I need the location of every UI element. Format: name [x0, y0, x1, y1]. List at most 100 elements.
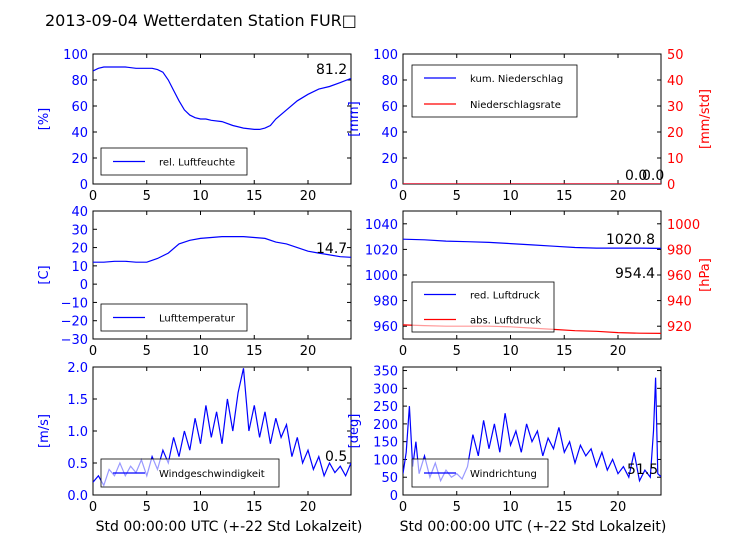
legend-label: Windrichtung	[470, 469, 537, 480]
y-tick-label: 60	[381, 100, 398, 115]
value-annotation: 14.7	[316, 241, 347, 257]
y-right-tick-label: 20	[667, 126, 684, 141]
y-tick-label: 20	[71, 242, 88, 257]
value-annotation: 51.5	[627, 462, 658, 478]
y-tick-label: 1020	[365, 243, 398, 258]
y-tick-label: 80	[71, 74, 88, 89]
x-axis-label-left: Std 00:00:00 UTC (+-22 Std Lokalzeit)	[96, 519, 363, 535]
y-tick-label: 100	[63, 48, 88, 63]
legend-box	[411, 64, 578, 118]
y-tick-label: 50	[381, 471, 398, 486]
y-tick-label: 0	[80, 178, 88, 193]
figure-title: 2013-09-04 Wetterdaten Station FUR□	[45, 11, 357, 30]
legend: Windgeschwindigkeit	[100, 458, 280, 488]
legend-box	[411, 281, 555, 333]
x-tick-label: 20	[300, 500, 317, 515]
x-tick-label: 20	[610, 189, 627, 204]
x-tick-label: 5	[453, 500, 461, 515]
y-tick-label: 80	[381, 74, 398, 89]
y-tick-label: 30	[71, 223, 88, 238]
x-tick-label: 10	[502, 500, 519, 515]
legend: red. Luftdruck abs. Luftdruck	[411, 281, 555, 333]
value-annotation: 81.2	[316, 62, 347, 78]
x-tick-label: 5	[143, 189, 151, 204]
chart-panel-2: 0 5 10 15 20 0 20 40 60 80 100 0 10 20 30 40 50 [mm] [mm/s…	[347, 48, 713, 204]
chart-panel-6: 0 5 10 15 20050100150200250300350[deg]Windri…	[347, 365, 662, 515]
y-tick-label: 100	[373, 453, 398, 468]
legend-box	[100, 147, 248, 176]
y-right-tick-label: 1000	[667, 218, 700, 233]
x-tick-label: 15	[246, 500, 263, 515]
value-annotation: 0.0	[625, 168, 647, 184]
x-tick-label: 10	[502, 189, 519, 204]
legend: kum. Niederschlag Niederschlagsrate	[411, 64, 578, 118]
y-axis-label: [deg]	[347, 414, 362, 449]
y-right-tick-label: 0	[667, 178, 675, 193]
y-tick-label: 10	[71, 260, 88, 275]
y-axis-label: [%]	[37, 108, 52, 131]
value-annotation: 1020.8	[606, 232, 655, 248]
y-tick-label: 100	[373, 48, 398, 63]
y-tick-label: 1040	[365, 218, 398, 233]
x-tick-label: 0	[399, 189, 407, 204]
series-line-1	[93, 236, 351, 263]
x-tick-label: 10	[192, 189, 209, 204]
x-tick-label: 15	[556, 344, 573, 359]
x-tick-label: 10	[192, 500, 209, 515]
x-tick-label: 5	[143, 344, 151, 359]
y-tick-label: 0	[80, 278, 88, 293]
legend-label: red. Luftdruck	[470, 291, 540, 302]
y-axis-label: [C]	[37, 265, 52, 284]
y-tick-label: 0	[390, 489, 398, 504]
y-tick-label: 40	[71, 205, 88, 220]
y-tick-label: 960	[373, 320, 398, 335]
x-tick-label: 15	[246, 344, 263, 359]
x-tick-label: 20	[610, 500, 627, 515]
legend-label: Lufttemperatur	[159, 314, 236, 325]
y-axis-label: [mm]	[347, 101, 362, 136]
y-tick-label: 300	[373, 382, 398, 397]
y-tick-label: 980	[373, 295, 398, 310]
y-right-tick-label: 50	[667, 48, 684, 63]
x-tick-label: 10	[502, 344, 519, 359]
y-tick-label: 250	[373, 400, 398, 415]
legend-label: abs. Luftdruck	[470, 316, 541, 327]
series-line-1	[403, 238, 661, 249]
y-tick-label: 1.0	[67, 425, 88, 440]
x-tick-label: 20	[300, 344, 317, 359]
y-tick-label: 200	[373, 418, 398, 433]
y-tick-label: 0	[390, 178, 398, 193]
x-tick-label: 15	[246, 189, 263, 204]
y-tick-label: 350	[373, 365, 398, 380]
y-tick-label: 60	[71, 100, 88, 115]
y-axis-label: [m/s]	[37, 414, 52, 448]
y-tick-label: 1000	[365, 269, 398, 284]
x-tick-label: 0	[89, 500, 97, 515]
y-right-tick-label: 980	[667, 243, 692, 258]
value-annotation: 0.5	[325, 449, 347, 465]
value-annotation-right: 0.0	[642, 168, 664, 184]
chart-panel-5: 0 5 10 15 20 0.0 0.5 1.0 1.5 2.0 [m/s] Windgeschwin…	[37, 361, 352, 515]
y-tick-label: 20	[71, 152, 88, 167]
x-tick-label: 20	[300, 189, 317, 204]
y-tick-label: 40	[71, 126, 88, 141]
y-tick-label: 0.0	[67, 489, 88, 504]
y-axis-label-right: [hPa]	[698, 258, 713, 292]
y-tick-label: −10	[61, 296, 88, 311]
x-tick-label: 15	[556, 500, 573, 515]
legend: Windrichtung	[411, 458, 549, 488]
x-tick-label: 5	[453, 189, 461, 204]
legend: rel. Luftfeuchte	[100, 147, 248, 176]
y-axis-label-right: [mm/std]	[698, 89, 713, 149]
y-right-tick-label: 30	[667, 100, 684, 115]
x-tick-label: 5	[453, 344, 461, 359]
y-tick-label: −20	[61, 315, 88, 330]
y-tick-label: 1.5	[67, 393, 88, 408]
chart-panel-1: 0 5 10 15 20 0 20 40 60 80 100 [%] rel. Luftfeuchte 8…	[37, 48, 352, 204]
x-tick-label: 0	[399, 344, 407, 359]
y-right-tick-label: 960	[667, 269, 692, 284]
legend: Lufttemperatur	[100, 303, 248, 332]
y-tick-label: −30	[61, 333, 88, 348]
y-right-tick-label: 920	[667, 320, 692, 335]
